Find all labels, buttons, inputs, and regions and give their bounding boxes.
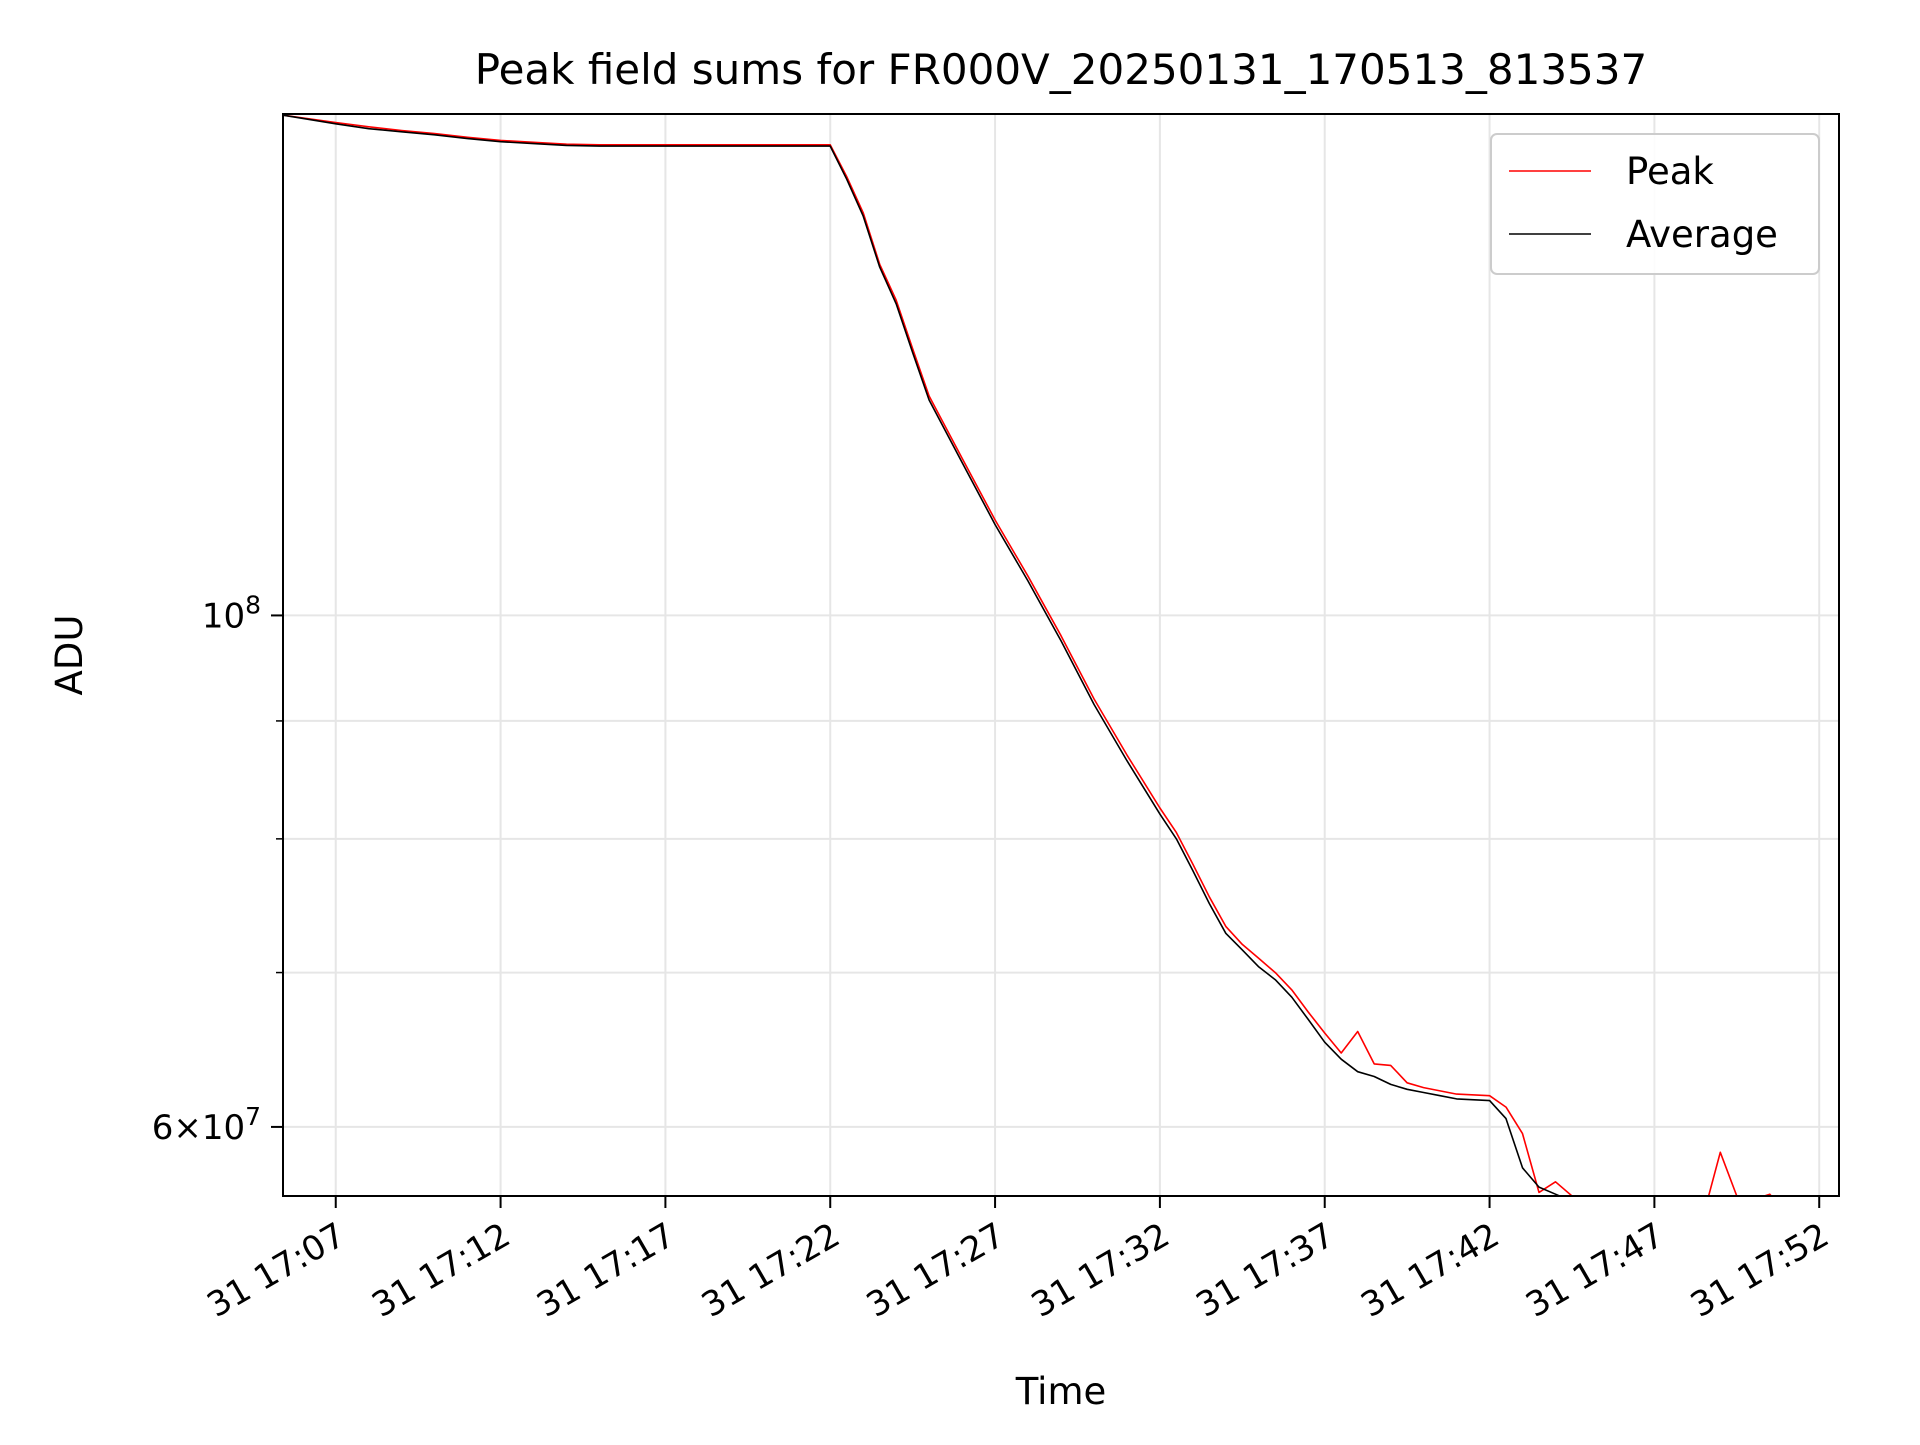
series-lines <box>283 114 1773 1196</box>
series-line-peak <box>283 114 1773 1196</box>
y-tick-times: × <box>173 1108 202 1148</box>
x-tick-label: 31 17:12 <box>365 1215 517 1326</box>
legend: Peak Average <box>1490 133 1820 275</box>
y-tick-base: 10 <box>202 1108 245 1148</box>
x-tick-label: 31 17:37 <box>1190 1215 1342 1326</box>
x-tick-label: 31 17:32 <box>1025 1215 1177 1326</box>
legend-label-average: Average <box>1626 213 1778 256</box>
x-tick-label: 31 17:42 <box>1354 1215 1506 1326</box>
y-tick-exponent: 7 <box>245 1102 261 1131</box>
x-tick-label: 31 17:22 <box>695 1215 847 1326</box>
x-axis-label: Time <box>1015 1370 1107 1413</box>
x-tick-label: 31 17:47 <box>1519 1215 1671 1326</box>
y-tick-label: 6×107 <box>152 1102 261 1148</box>
x-tick-label: 31 17:17 <box>530 1215 682 1326</box>
chart-title: Peak field sums for FR000V_20250131_1705… <box>475 45 1647 94</box>
grid <box>283 114 1839 1196</box>
legend-label-peak: Peak <box>1626 150 1714 193</box>
y-tick-mantissa: 6 <box>152 1108 174 1148</box>
x-tick-label: 31 17:27 <box>860 1215 1012 1326</box>
y-tick-base: 10 <box>202 596 245 636</box>
plot-frame <box>282 113 1840 1197</box>
x-axis: 31 17:07 31 17:12 31 17:17 31 17:22 31 17:27… <box>201 1196 1836 1326</box>
legend-box <box>1490 133 1820 275</box>
y-axis-label: ADU <box>48 615 91 696</box>
y-tick-exponent: 8 <box>245 590 261 619</box>
x-tick-label: 31 17:52 <box>1684 1215 1836 1326</box>
x-tick-label: 31 17:07 <box>201 1215 353 1326</box>
y-tick-label: 108 <box>202 590 261 636</box>
series-line-average <box>283 114 1562 1196</box>
